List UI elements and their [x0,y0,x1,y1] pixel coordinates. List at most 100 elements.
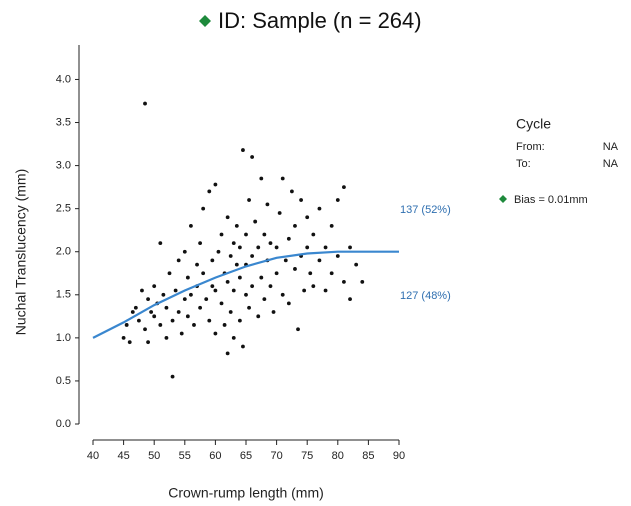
x-tick-label: 90 [393,450,405,462]
y-tick-label: 3.0 [56,159,71,171]
x-tick-label: 55 [179,450,191,462]
point [286,236,291,241]
point [305,215,310,220]
point [225,279,230,284]
point [256,314,261,319]
point [237,275,242,280]
point [259,275,264,280]
panel-title: Cycle [516,116,551,132]
point [170,318,175,323]
point [317,258,322,263]
point [182,249,187,254]
y-tick-label: 0.0 [56,418,71,430]
point [323,245,328,250]
point [152,284,157,289]
point [228,254,233,258]
point [317,206,322,211]
panel-value: NA [603,158,619,170]
title-marker [199,15,211,27]
point [231,288,236,293]
point [213,182,218,187]
point [360,279,365,284]
point [189,292,193,297]
point [329,271,334,276]
y-axis-label: Nuchal Translucency (mm) [13,169,29,336]
point [348,245,352,250]
point [348,297,352,302]
point [216,249,221,254]
x-tick-label: 85 [362,450,374,462]
point [176,258,181,263]
x-tick-label: 45 [117,450,129,462]
point [250,254,255,258]
point [268,241,273,246]
point [311,232,316,237]
point [280,292,285,297]
panel-key: From: [516,141,545,153]
point [225,351,230,356]
point [241,148,245,152]
point [219,232,224,237]
point [280,176,285,181]
point [143,101,147,106]
point [146,340,150,345]
point [121,335,126,340]
point [244,232,248,237]
legend-marker [499,195,507,203]
point [158,241,163,246]
point [247,198,251,202]
point [342,279,346,284]
x-tick-label: 75 [301,450,313,462]
point [234,223,239,228]
point [342,185,346,190]
point [308,271,313,276]
x-tick-label: 50 [148,450,160,462]
point [290,189,294,194]
point [219,301,224,306]
point [179,331,184,336]
point [140,288,144,293]
point [354,262,359,267]
point [210,284,215,289]
point [198,241,203,246]
point [195,262,199,267]
point [302,288,307,293]
y-tick-label: 3.5 [56,116,71,128]
point [286,301,291,306]
point [170,374,175,379]
point [201,271,206,276]
point [164,335,169,340]
point [305,245,310,250]
y-tick-label: 0.5 [56,375,71,387]
fit-line [92,250,399,339]
point [234,262,239,267]
point [335,198,340,202]
point [271,310,276,314]
x-tick-label: 70 [270,450,282,462]
point [143,327,147,332]
point [146,297,150,302]
annotation: 127 (48%) [400,290,451,302]
panel-key: To: [516,158,531,170]
point [167,271,172,276]
point [130,310,135,314]
point [213,288,218,293]
point [262,297,267,302]
point [274,271,279,276]
point [192,323,196,327]
point [204,297,209,302]
point [329,223,334,228]
point [231,335,236,340]
point [182,297,187,302]
point [311,284,316,289]
point [247,305,251,310]
point [222,323,227,327]
y-tick-label: 2.0 [56,246,71,258]
y-tick-label: 1.5 [56,289,71,301]
point [158,323,163,327]
point [149,310,154,314]
point [250,155,255,159]
point [124,323,129,327]
point [293,267,297,271]
point [265,202,270,207]
